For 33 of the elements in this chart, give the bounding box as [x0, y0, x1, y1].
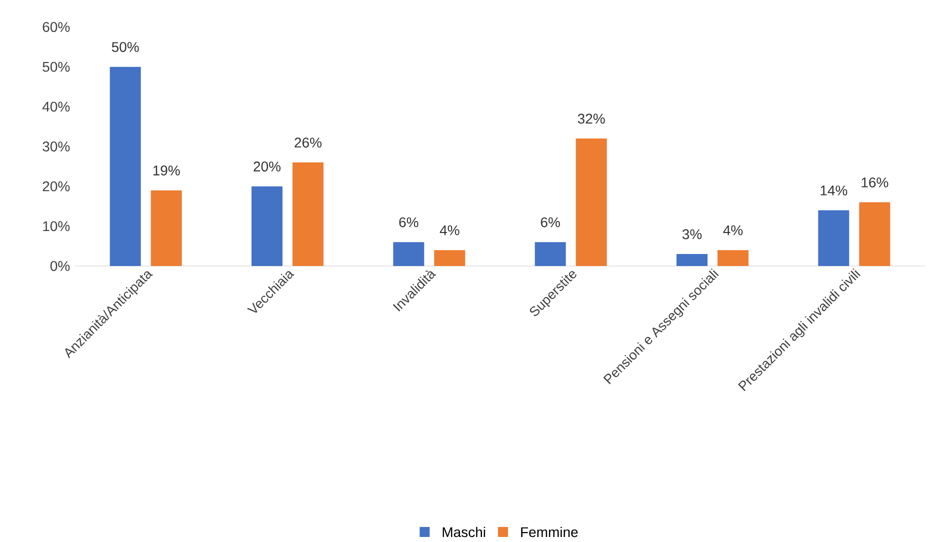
bar — [818, 210, 850, 266]
bar — [252, 186, 283, 266]
bar — [859, 202, 890, 266]
bar — [110, 66, 141, 266]
y-tick-label: 0% — [50, 261, 70, 271]
y-tick-label: 30% — [42, 142, 70, 152]
data-label: 4% — [723, 225, 743, 236]
data-label: 3% — [682, 229, 702, 240]
bar — [150, 190, 182, 266]
bar — [676, 254, 708, 266]
legend-label: Femmine — [521, 526, 578, 538]
data-label: 20% — [254, 162, 281, 172]
y-tick-label: 10% — [43, 221, 70, 232]
y-tick-label: 50% — [42, 62, 70, 72]
y-tick-label: 20% — [42, 181, 70, 192]
bar — [576, 138, 607, 266]
data-label: 14% — [820, 186, 848, 196]
y-tick-label: 60% — [42, 22, 70, 32]
y-tick-label: 40% — [42, 102, 70, 112]
data-label: 19% — [153, 166, 180, 176]
data-label: 26% — [294, 138, 322, 148]
data-label: 32% — [578, 114, 605, 124]
data-label: 4% — [440, 225, 460, 236]
bar — [292, 162, 324, 266]
bar — [434, 250, 466, 266]
data-label: 16% — [862, 177, 888, 188]
data-label: 6% — [540, 217, 560, 228]
legend-label: Maschi — [442, 526, 486, 538]
bar — [393, 242, 424, 266]
bar — [534, 242, 566, 266]
data-label: 6% — [399, 217, 418, 228]
bar — [718, 250, 749, 266]
data-label: 50% — [112, 42, 139, 52]
